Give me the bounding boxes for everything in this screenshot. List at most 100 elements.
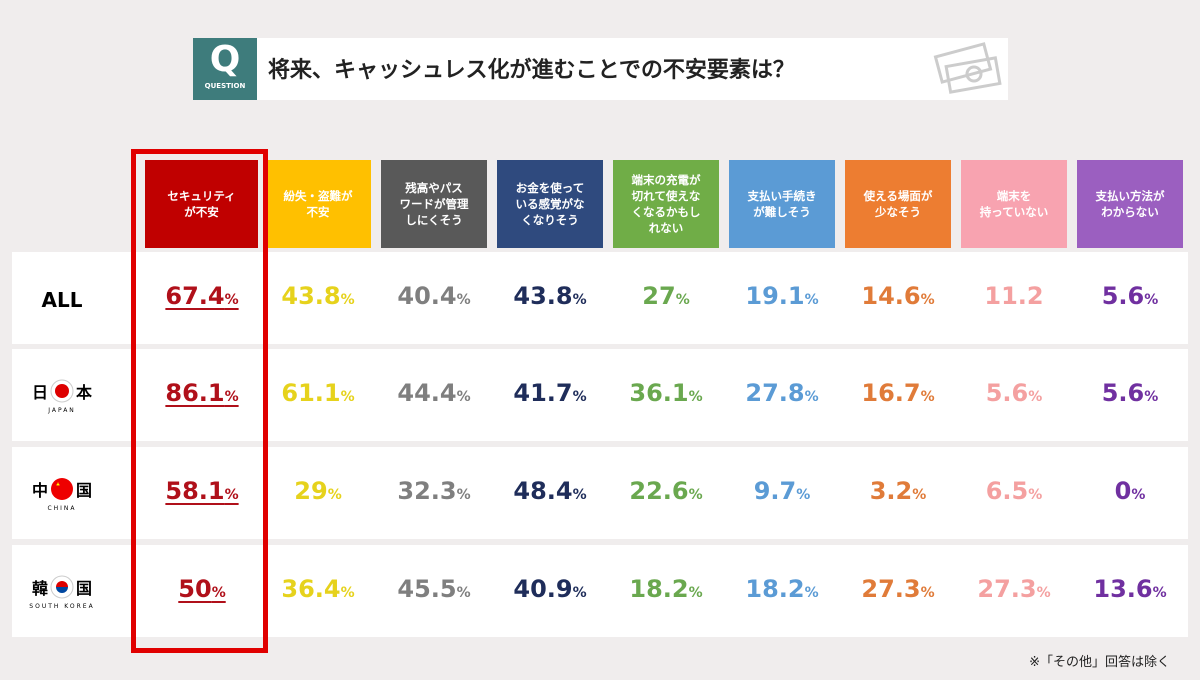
column-header: お金を使って いる感覚がな くなりそう [497,160,603,248]
cell-number: 6.5 [985,477,1029,505]
cell-unit: % [688,389,703,405]
cell-number: 86.1 [165,379,225,407]
cell-number: 9.7 [753,477,797,505]
cell-value: 58.1% [165,477,238,505]
title: 将来、キャッシュレス化が進むことでの不安要素は？ [268,58,795,83]
question-icon: Q QUESTION [193,38,257,100]
cell-unit: % [920,389,935,405]
cell-value: 36.4% [281,575,354,603]
column-header: セキュリティ が不安 [145,160,258,248]
cell-number: 41.7 [513,379,573,407]
column-header: 端末の充電が 切れて使えな くなるかもし れない [613,160,719,248]
cell: 19.1% [724,282,840,310]
cell-value: 9.7% [754,477,811,505]
cell: 5.6% [1072,282,1188,310]
cell: 27.3% [956,575,1072,603]
row-label-part: 本 [76,383,93,402]
icon-letter: Q [209,39,241,80]
cell-number: 48.4 [513,477,573,505]
cell-number: 14.6 [861,282,921,310]
cell-number: 27 [642,282,676,310]
cell-value: 44.4% [397,379,470,407]
cell: 3.2% [840,477,956,505]
cell-number: 27.3 [977,575,1037,603]
cell: 29% [260,477,376,505]
row-label-part: 日 [31,383,48,402]
cell-value: 27.3% [861,575,934,603]
cell-number: 36.4 [281,575,341,603]
cell-number: 32.3 [397,477,457,505]
cell: 9.7% [724,477,840,505]
cell-value: 41.7% [513,379,586,407]
flag [51,478,73,500]
cell-number: 36.1 [629,379,689,407]
cell-number: 27.8 [745,379,805,407]
row-band [12,447,1188,539]
row-label-part: ALL [41,288,83,312]
cell-number: 43.8 [281,282,341,310]
cell-value: 18.2% [745,575,818,603]
cell: 67.4% [144,282,260,310]
cell: 48.4% [492,477,608,505]
flag [50,575,74,599]
cell-number: 50 [178,575,212,603]
row-band [12,349,1188,441]
cell-value: 5.6% [986,379,1043,407]
cell-number: 45.5 [397,575,457,603]
cell-value: 14.6% [861,282,934,310]
cell-number: 18.2 [745,575,805,603]
cell-number: 5.6 [1101,379,1145,407]
cell-unit: % [1036,585,1051,601]
cell: 22.6% [608,477,724,505]
cell-value: 45.5% [397,575,470,603]
cell-value: 27.3% [977,575,1050,603]
cell-value: 5.6% [1102,379,1159,407]
cell-value: 61.1% [281,379,354,407]
cell: 27.8% [724,379,840,407]
cell: 43.8% [260,282,376,310]
cell: 43.8% [492,282,608,310]
cell: 40.4% [376,282,492,310]
cell-number: 3.2 [869,477,913,505]
row-label-part: 国 [76,481,93,500]
cell-number: 18.2 [629,575,689,603]
cell-number: 5.6 [1101,282,1145,310]
cell-number: 22.6 [629,477,689,505]
cell: 16.7% [840,379,956,407]
row-label: 日本 [12,379,112,403]
cell-value: 86.1% [165,379,238,407]
cell-unit: % [796,487,811,503]
cell-unit: % [688,487,703,503]
row-label-part: 国 [76,579,93,598]
cell-value: 48.4% [513,477,586,505]
row-label-part: 韓 [31,579,48,598]
row-label-part: 中 [31,481,48,500]
title-box [193,38,1008,100]
cell-value: 11.2 [984,282,1043,310]
cell-value: 29% [294,477,341,505]
cell: 13.6% [1072,575,1188,603]
cell-number: 58.1 [165,477,225,505]
column-header: 支払い方法が わからない [1077,160,1183,248]
row-sublabel: JAPAN [48,407,76,414]
cell-number: 61.1 [281,379,341,407]
cell-unit: % [572,585,587,601]
cell: 0% [1072,477,1188,505]
icon-sub: QUESTION [204,82,246,90]
cell: 32.3% [376,477,492,505]
column-header: 使える場面が 少なそう [845,160,951,248]
cell: 36.1% [608,379,724,407]
cell-unit: % [920,292,935,308]
cell-value: 22.6% [629,477,702,505]
cell-unit: % [456,487,471,503]
cell: 27.3% [840,575,956,603]
cell-number: 40.9 [513,575,573,603]
cell-value: 32.3% [397,477,470,505]
cell-unit: % [224,389,239,405]
cell-unit: % [327,487,342,503]
cell-value: 43.8% [513,282,586,310]
row-band [12,545,1188,637]
column-header: 紛失・盗難が 不安 [265,160,371,248]
row-label: ALL [12,288,112,312]
